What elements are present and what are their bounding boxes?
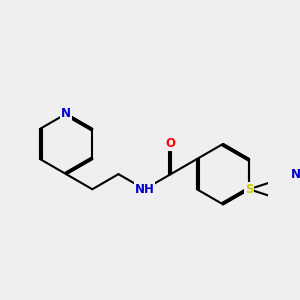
Text: O: O xyxy=(166,137,176,151)
Text: N: N xyxy=(61,107,71,120)
Text: S: S xyxy=(245,183,254,196)
Text: NH: NH xyxy=(135,183,155,196)
Text: N: N xyxy=(291,168,300,181)
